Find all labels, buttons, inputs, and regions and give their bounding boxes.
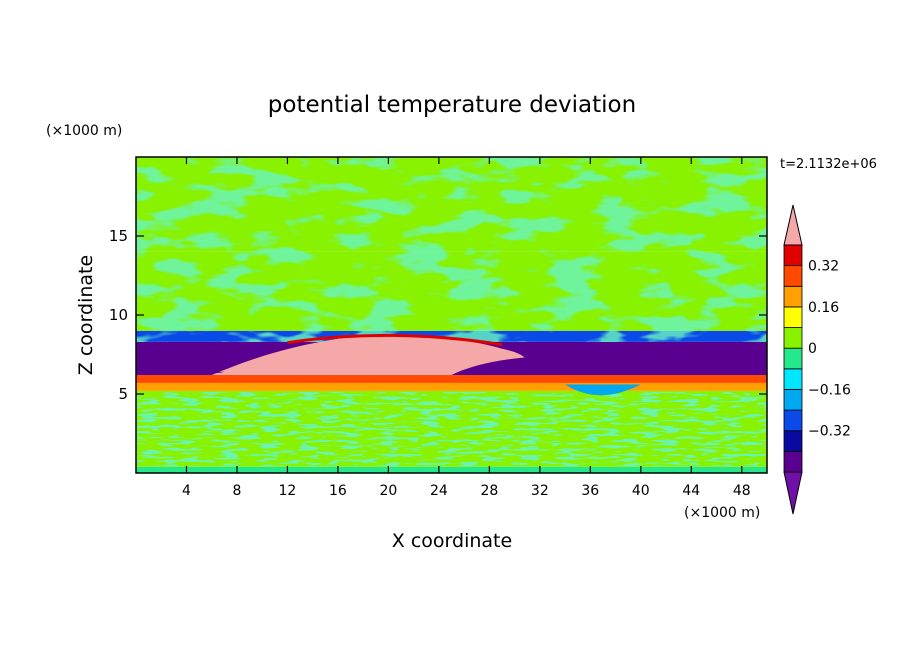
- x-axis-label: X coordinate: [392, 530, 512, 552]
- colorbar-box-4: [783, 368, 803, 390]
- colorbar-label-1: 0.16: [808, 300, 839, 316]
- y-unit-label: (×1000 m): [46, 123, 122, 139]
- field-features: [136, 333, 767, 396]
- band-2: [136, 382, 767, 391]
- upper-texture: [136, 157, 767, 342]
- x-tick-label-11: 48: [733, 483, 751, 499]
- colorbar-box-10: [783, 244, 803, 267]
- colorbar: 0.32 0.16 0 −0.16 −0.32: [783, 204, 851, 515]
- x-tick-label-2: 12: [279, 483, 297, 499]
- x-tick-label-3: 16: [329, 483, 347, 499]
- x-tick-label-4: 20: [379, 483, 397, 499]
- y-tick-label-0: 5: [118, 385, 128, 403]
- colorbar-box-5: [783, 347, 803, 370]
- colorbar-box-0: [783, 450, 803, 473]
- negative-lobe-left: [136, 352, 225, 374]
- negative-lobe-right: [451, 355, 767, 376]
- x-tick-label-10: 44: [682, 483, 700, 499]
- negative-patch: [565, 384, 641, 396]
- x-unit-label: (×1000 m): [684, 505, 760, 521]
- x-tick-label-7: 32: [531, 483, 549, 499]
- positive-core-edge: [287, 333, 503, 347]
- colorbar-label-0: 0.32: [808, 259, 839, 275]
- colorbar-box-1: [783, 430, 803, 452]
- colorbar-box-3: [783, 389, 803, 411]
- x-tick-label-9: 40: [632, 483, 650, 499]
- band-3: [136, 375, 767, 383]
- lower-texture: [136, 392, 767, 466]
- x-tick-label-8: 36: [581, 483, 599, 499]
- y-ticks: 5 10 15: [109, 227, 767, 403]
- x-tick-label-1: 8: [232, 483, 241, 499]
- colorbar-box-8: [783, 285, 803, 308]
- colorbar-box-6: [783, 327, 803, 349]
- colorbar-label-4: −0.32: [808, 424, 851, 440]
- x-tick-label-0: 4: [182, 483, 191, 499]
- colorbar-box-9: [783, 265, 803, 287]
- colorbar-box-7: [783, 306, 803, 328]
- y-tick-label-1: 10: [109, 306, 128, 324]
- x-ticks: 4 8 12 16 20 24 28 32 36 40 44 48: [182, 157, 751, 499]
- colorbar-top-arrow: [783, 204, 803, 246]
- y-tick-label-2: 15: [109, 227, 128, 245]
- colorbar-bottom-arrow: [783, 471, 803, 515]
- colorbar-box-2: [783, 409, 803, 432]
- x-tick-label-6: 28: [480, 483, 498, 499]
- time-label: t=2.1132e+06: [780, 157, 877, 172]
- colorbar-label-2: 0: [808, 341, 817, 357]
- colorbar-label-3: −0.16: [808, 382, 851, 398]
- chart-title: potential temperature deviation: [268, 92, 636, 118]
- x-tick-label-5: 24: [430, 483, 448, 499]
- positive-core: [211, 335, 566, 376]
- field: [136, 157, 767, 473]
- band-0: [136, 466, 767, 473]
- y-axis-label: Z coordinate: [75, 255, 97, 375]
